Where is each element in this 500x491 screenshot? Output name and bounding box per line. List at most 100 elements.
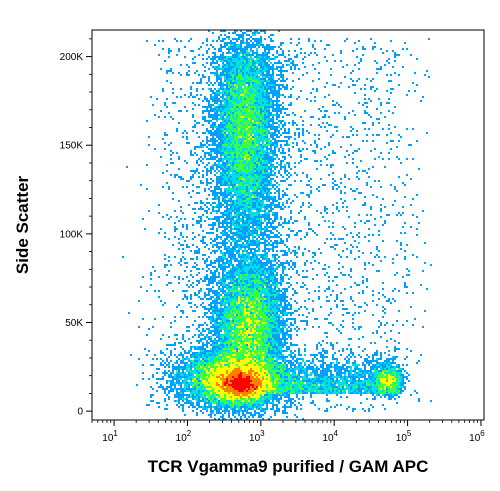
density-cell [212, 282, 214, 284]
density-cell [242, 206, 244, 208]
density-cell [252, 234, 254, 236]
density-cell [204, 276, 206, 278]
density-cell [276, 114, 278, 116]
density-cell [236, 270, 238, 272]
density-cell [264, 230, 266, 232]
density-cell [278, 84, 280, 86]
density-cell [202, 116, 204, 118]
density-cell [202, 258, 204, 260]
density-cell [288, 278, 290, 280]
density-cell [270, 58, 272, 60]
density-cell [244, 178, 246, 180]
density-cell [234, 60, 236, 62]
density-cell [158, 212, 160, 214]
density-cell [256, 270, 258, 272]
density-cell [266, 254, 268, 256]
density-cell [290, 94, 292, 96]
density-cell [240, 116, 242, 118]
density-cell [228, 92, 230, 94]
density-cell [248, 68, 250, 70]
density-cell [260, 138, 262, 140]
density-cell [408, 90, 410, 92]
density-cell [176, 40, 178, 42]
density-cell [378, 234, 380, 236]
density-cell [242, 234, 244, 236]
density-cell [254, 114, 256, 116]
density-cell [244, 52, 246, 54]
density-cell [376, 248, 378, 250]
density-cell [288, 220, 290, 222]
density-cell [258, 244, 260, 246]
density-cell [276, 214, 278, 216]
density-cell [378, 98, 380, 100]
density-cell [264, 146, 266, 148]
density-cell [332, 172, 334, 174]
density-cell [256, 164, 258, 166]
density-cell [248, 254, 250, 256]
density-cell [264, 140, 266, 142]
density-cell [408, 144, 410, 146]
density-cell [234, 164, 236, 166]
density-cell [212, 278, 214, 280]
density-cell [210, 144, 212, 146]
density-cell [264, 38, 266, 40]
density-cell [284, 86, 286, 88]
density-cell [226, 262, 228, 264]
density-cell [218, 260, 220, 262]
density-cell [224, 282, 226, 284]
density-cell [254, 250, 256, 252]
density-cell [224, 68, 226, 70]
density-cell [238, 38, 240, 40]
density-cell [184, 258, 186, 260]
density-cell [234, 256, 236, 258]
density-cell [264, 52, 266, 54]
density-cell [216, 194, 218, 196]
density-cell [264, 256, 266, 258]
density-cell [292, 86, 294, 88]
density-cell [368, 114, 370, 116]
density-cell [230, 88, 232, 90]
density-cell [328, 116, 330, 118]
density-cell [246, 74, 248, 76]
density-cell [294, 166, 296, 168]
density-cell [240, 150, 242, 152]
density-cell [268, 198, 270, 200]
density-cell [270, 152, 272, 154]
density-cell [272, 66, 274, 68]
density-cell [258, 70, 260, 72]
density-cell [344, 118, 346, 120]
density-cell [240, 228, 242, 230]
density-cell [282, 42, 284, 44]
density-cell [214, 262, 216, 264]
density-cell [272, 144, 274, 146]
density-cell [286, 144, 288, 146]
density-cell [200, 80, 202, 82]
density-cell [266, 66, 268, 68]
density-cell [234, 110, 236, 112]
density-cell [220, 250, 222, 252]
density-cell [244, 148, 246, 150]
density-cell [210, 148, 212, 150]
density-cell [270, 102, 272, 104]
density-cell [244, 90, 246, 92]
density-cell [222, 232, 224, 234]
density-cell [404, 232, 406, 234]
density-cell [272, 158, 274, 160]
density-cell [258, 250, 260, 252]
density-cell [242, 272, 244, 274]
density-cell [238, 78, 240, 80]
density-cell [240, 238, 242, 240]
density-cell [262, 186, 264, 188]
density-cell [244, 224, 246, 226]
density-cell [246, 230, 248, 232]
density-cell [234, 276, 236, 278]
density-cell [258, 122, 260, 124]
density-cell [266, 74, 268, 76]
density-cell [244, 130, 246, 132]
density-cell [180, 244, 182, 246]
density-cell [264, 86, 266, 88]
density-cell [236, 86, 238, 88]
density-cell [350, 78, 352, 80]
density-cell [254, 44, 256, 46]
density-cell [358, 78, 360, 80]
